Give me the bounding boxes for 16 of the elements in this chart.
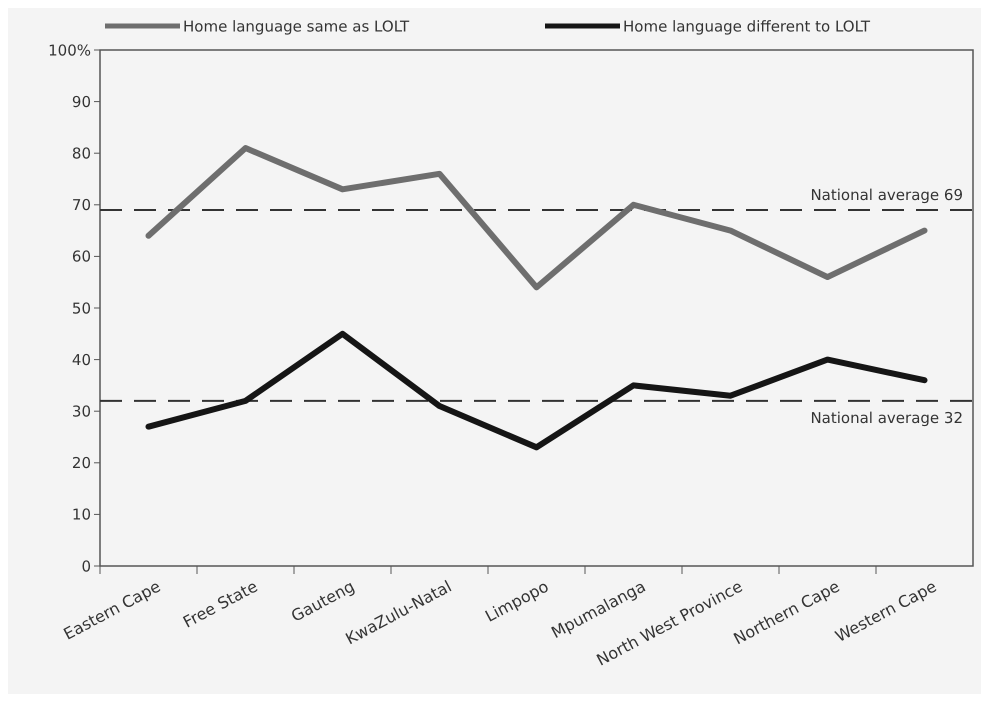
y-tick-label: 30 [72, 402, 91, 420]
y-tick-label: 10 [72, 506, 91, 524]
y-tick-label: 60 [72, 248, 91, 266]
y-tick-label: 80 [72, 144, 91, 162]
y-tick-label: 70 [72, 196, 91, 214]
y-tick-label: 0 [81, 557, 91, 576]
y-tick-label: 90 [72, 92, 91, 111]
y-tick-label: 50 [72, 299, 91, 318]
y-tick-label: 40 [72, 350, 91, 369]
ref-line-label: National average 69 [810, 186, 963, 204]
y-tick-label: 20 [72, 454, 91, 472]
legend-label: Home language different to LOLT [623, 17, 871, 36]
y-tick-label: 100% [48, 41, 91, 60]
x-tick-label: Free State [180, 576, 261, 632]
ref-line-label: National average 32 [810, 408, 963, 427]
legend-label: Home language same as LOLT [183, 17, 410, 36]
